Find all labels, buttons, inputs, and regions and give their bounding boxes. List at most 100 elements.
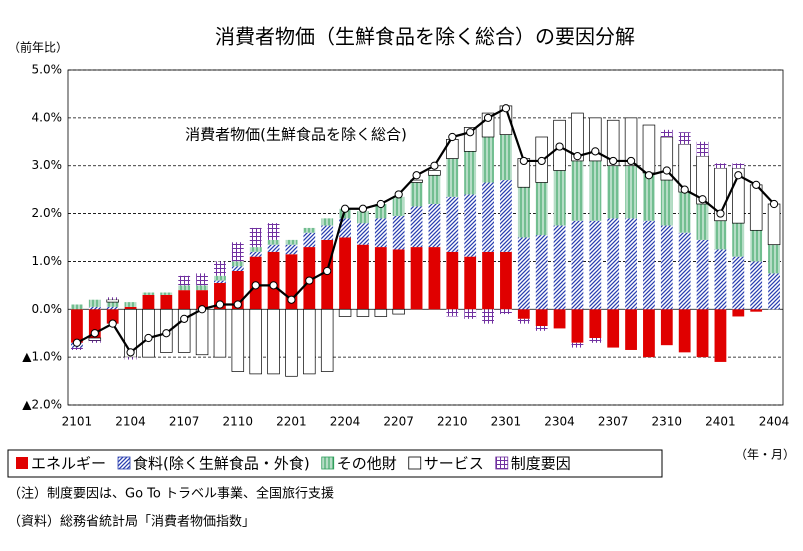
bar (231, 266, 244, 271)
bar (464, 309, 477, 319)
plot-border (67, 69, 784, 406)
bar (589, 160, 602, 221)
bar (589, 338, 602, 343)
line-marker (108, 319, 117, 328)
bar (320, 308, 334, 372)
bar (517, 309, 530, 319)
bar (195, 308, 209, 356)
bar (428, 247, 441, 310)
line-marker (251, 281, 260, 290)
bar (410, 182, 423, 207)
bar (285, 244, 298, 255)
bar (571, 342, 584, 348)
bar (482, 251, 494, 310)
bar (267, 244, 280, 252)
bar (535, 182, 548, 236)
y-tick-label: ▲2.0% (22, 398, 62, 412)
line-marker (519, 156, 528, 166)
line-marker (215, 300, 225, 309)
bar (142, 308, 155, 358)
x-tick-label: 2201 (276, 415, 307, 429)
legend-label: 制度要因 (511, 455, 571, 473)
line-marker (591, 147, 600, 156)
bar (410, 247, 423, 310)
bar (249, 227, 262, 248)
bar (214, 282, 226, 310)
bar (714, 309, 727, 362)
x-tick-label: 2401 (705, 415, 736, 429)
line-marker (144, 333, 153, 343)
bar (374, 204, 387, 219)
bar (357, 211, 369, 224)
bar (356, 308, 370, 317)
line-marker (626, 156, 636, 166)
line-marker (555, 142, 564, 151)
bar (607, 218, 620, 310)
bar (767, 203, 781, 246)
y-tick-label: 2.0% (32, 206, 63, 220)
line-marker (376, 199, 385, 209)
bar (267, 251, 280, 310)
bar (660, 309, 673, 346)
bar (392, 308, 405, 315)
bar (357, 244, 369, 310)
bar (214, 275, 226, 281)
bar (553, 309, 566, 329)
x-tick-label: 2104 (115, 415, 146, 429)
x-tick-label: 2210 (437, 415, 468, 429)
bar (571, 112, 584, 162)
bar (500, 309, 512, 315)
y-unit-label: （前年比） (8, 40, 68, 55)
bar (214, 261, 226, 276)
bar (71, 347, 83, 350)
line-marker (662, 166, 671, 175)
legend-swatch (321, 456, 335, 470)
bar (446, 251, 459, 310)
bar (249, 247, 262, 252)
bar (589, 117, 602, 162)
x-tick-label: 2310 (652, 415, 683, 429)
bar (553, 225, 566, 310)
line-marker (162, 329, 171, 338)
bar (88, 337, 102, 341)
line-marker (769, 199, 779, 209)
x-tick-label: 2404 (759, 415, 790, 429)
bar (231, 242, 244, 262)
bar (517, 318, 530, 324)
bar (678, 192, 691, 233)
bar (696, 309, 709, 358)
bar (303, 227, 316, 233)
line-marker (430, 161, 439, 170)
bar (106, 299, 119, 303)
note: （資料）総務省統計局「消費者物価指数」 (8, 514, 255, 530)
line-marker (394, 190, 403, 199)
legend-label: その他財 (337, 455, 397, 473)
legend-swatch (495, 456, 509, 470)
bar (463, 127, 477, 152)
bar (267, 308, 280, 375)
bar (357, 223, 369, 245)
line-marker (72, 338, 82, 347)
bar (428, 175, 441, 204)
bar (643, 309, 655, 358)
bar (625, 165, 637, 219)
line-marker (448, 132, 457, 142)
bar (71, 304, 83, 310)
bar (643, 172, 655, 221)
bar (750, 230, 763, 262)
bar (464, 256, 477, 310)
note: （注）制度要因は、Go To トラベル事業、全国旅行支援 (8, 486, 334, 502)
bar (231, 261, 244, 267)
bar (750, 261, 763, 310)
bar (482, 182, 494, 252)
bar (338, 308, 352, 317)
x-tick-label: 2304 (544, 415, 575, 429)
bar (606, 119, 620, 167)
line-marker (340, 204, 350, 213)
line-marker (287, 295, 296, 304)
bar (231, 271, 244, 310)
x-tick-label: 2110 (223, 415, 254, 429)
y-tick-label: 1.0% (32, 254, 63, 268)
bar (500, 180, 512, 252)
